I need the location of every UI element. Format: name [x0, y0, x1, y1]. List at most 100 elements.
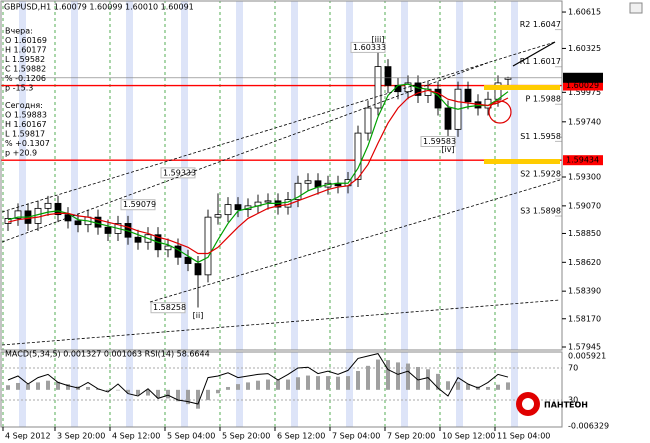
- y-tick-label: 1.59070: [568, 201, 601, 210]
- candle-body: [54, 202, 62, 216]
- y-tick-label: 1.58620: [568, 258, 601, 267]
- note-box: [150, 302, 186, 314]
- info-line: H 1.60177: [5, 46, 47, 55]
- y2-tick-label: 30: [568, 396, 578, 405]
- session-band: [511, 1, 518, 350]
- macd-bar: [376, 359, 380, 390]
- macd-bar: [436, 373, 440, 390]
- candle-body: [384, 66, 392, 86]
- session-band: [126, 1, 133, 350]
- wave-label: [iv]: [441, 145, 454, 154]
- info-line: O 1.60169: [5, 36, 47, 45]
- macd-bar: [496, 384, 500, 390]
- x-tick-label: 5 Sep 04:00: [167, 432, 215, 441]
- trend-lines: [1, 41, 561, 346]
- pivot-label: P 1.59880: [526, 95, 566, 104]
- level-label: 1.59434: [566, 156, 599, 165]
- note-label: 1.59333: [163, 168, 196, 177]
- candle-body: [444, 107, 452, 130]
- candle-body: [374, 66, 382, 109]
- candle-body: [224, 204, 232, 216]
- candle-body: [14, 210, 22, 219]
- macd-bar: [366, 365, 370, 390]
- wave-label: [iii]: [372, 35, 385, 44]
- macd-bar: [226, 386, 230, 390]
- y-tick-label: 1.60325: [568, 44, 601, 53]
- note-label: 1.60333: [353, 43, 386, 52]
- macd-bar: [466, 384, 470, 390]
- candle-body: [234, 204, 242, 211]
- window-button[interactable]: [629, 2, 643, 14]
- macd-bar: [86, 386, 90, 390]
- info-line: L 1.59817: [5, 130, 45, 139]
- macd-bar: [326, 376, 330, 390]
- macd-bar: [386, 360, 390, 390]
- macd-bar: [176, 389, 180, 402]
- session-band: [71, 352, 78, 427]
- macd-bar: [426, 369, 430, 390]
- info-line: L 1.59582: [5, 55, 45, 64]
- y-tick-label: 1.59300: [568, 173, 601, 182]
- chart-title: GBPUSD,H1 1.60079 1.60099 1.60010 1.6009…: [4, 3, 194, 12]
- info-line: % -0.1206: [5, 74, 46, 83]
- session-band: [511, 352, 518, 427]
- session-band: [236, 1, 243, 350]
- session-band: [291, 1, 298, 350]
- macd-bar: [256, 380, 260, 390]
- macd-bar: [456, 381, 460, 390]
- x-tick-label: 7 Sep 04:00: [332, 432, 380, 441]
- info-line: H 1.60167: [5, 120, 47, 129]
- macd-bar: [156, 389, 160, 398]
- macd-bar: [136, 389, 140, 395]
- pivot-label: R2 1.60475: [520, 20, 566, 29]
- macd-bar: [276, 380, 280, 390]
- candle-body: [104, 226, 112, 234]
- macd-bar: [186, 389, 190, 405]
- macd-bar: [106, 389, 110, 391]
- candle-body: [74, 220, 82, 226]
- info-line: Вчера:: [5, 27, 33, 36]
- info-block: GBPUSD,H1 1.60079 1.60099 1.60010 1.6009…: [4, 3, 210, 359]
- logo: ПАНТЕОН: [516, 392, 588, 416]
- y-tick-label: 1.58170: [568, 314, 601, 323]
- info-line: C 1.59882: [5, 65, 46, 74]
- candle-body: [294, 182, 302, 200]
- logo-icon: [522, 398, 534, 410]
- macd-bar: [16, 382, 20, 390]
- note-box: [420, 136, 456, 148]
- pivot-label: R1 1.60179: [520, 57, 566, 66]
- macd-bar: [46, 380, 50, 390]
- level-tag: [563, 80, 603, 91]
- macd-bar: [206, 389, 210, 401]
- info-line: p +20.9: [5, 149, 37, 158]
- moving-average: [7, 89, 509, 255]
- candle-body: [264, 200, 272, 203]
- x-tick-label: 7 Sep 20:00: [387, 432, 435, 441]
- candle-body: [164, 245, 172, 251]
- y-tick-label: 1.59740: [568, 117, 601, 126]
- info-line: O 1.59883: [5, 111, 47, 120]
- macd-bar: [36, 382, 40, 390]
- indicator-frame: [0, 351, 563, 428]
- note-label: 1.58258: [153, 303, 186, 312]
- macd-bar: [396, 362, 400, 390]
- moving-average: [7, 83, 509, 263]
- session-band: [126, 352, 133, 427]
- macd-bar: [146, 389, 150, 396]
- y-tick-label: 1.57945: [568, 342, 601, 351]
- candle-body: [404, 82, 412, 93]
- session-band: [19, 1, 26, 350]
- candle-body: [364, 107, 372, 134]
- candle-body: [214, 214, 222, 218]
- macd-bar: [506, 382, 510, 390]
- x-tick-label: 4 Sep 12:00: [112, 432, 160, 441]
- pivot-label: S2 1.59285: [520, 169, 566, 178]
- candle-body: [134, 236, 142, 243]
- macd-bar: [356, 370, 360, 390]
- info-line: % +0.1307: [5, 139, 50, 148]
- level-tag: [563, 155, 603, 166]
- session-band: [346, 1, 353, 350]
- candle-body: [204, 216, 212, 276]
- macd-bar: [246, 382, 250, 390]
